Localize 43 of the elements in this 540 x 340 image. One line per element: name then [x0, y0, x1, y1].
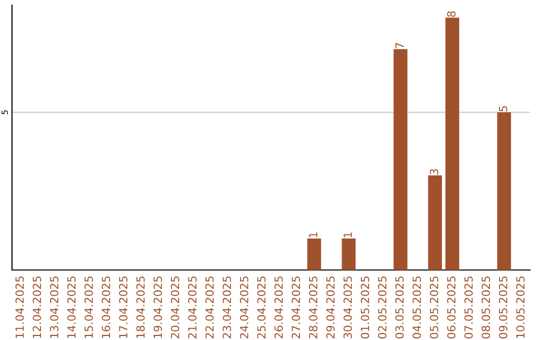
- x-tick-label: 10.05.2025: [516, 276, 525, 338]
- x-tick-label: 22.04.2025: [205, 276, 214, 338]
- x-tick-label: 09.05.2025: [498, 276, 508, 338]
- x-tick-label: 12.04.2025: [32, 276, 42, 338]
- bar: [497, 112, 512, 270]
- x-tick-label: 04.05.2025: [412, 276, 421, 338]
- x-tick-label: 20.04.2025: [170, 276, 180, 338]
- x-tick-label: 24.04.2025: [240, 276, 248, 338]
- data-label: 1: [344, 232, 352, 238]
- x-tick-label: 18.04.2025: [136, 276, 145, 338]
- ref-line-label: 5: [2, 110, 8, 114]
- x-tick-label: 27.04.2025: [292, 276, 300, 338]
- x-tick-label: 30.04.2025: [344, 276, 352, 338]
- x-tick-label: 01.05.2025: [360, 276, 370, 338]
- x-tick-label: 02.05.2025: [378, 276, 386, 338]
- x-tick-label: 08.05.2025: [482, 276, 490, 338]
- x-tick-label: 17.04.2025: [119, 276, 128, 338]
- bar: [428, 175, 442, 270]
- x-tick-label: 19.04.2025: [154, 276, 162, 338]
- x-tick-label: 05.05.2025: [430, 276, 438, 338]
- data-label: 5: [499, 106, 508, 112]
- x-tick-label: 14.04.2025: [67, 276, 76, 338]
- x-tick-label: 25.04.2025: [257, 276, 266, 338]
- bar: [445, 18, 460, 270]
- data-label: 7: [395, 43, 404, 48]
- x-tick-label: 28.04.2025: [308, 276, 318, 338]
- bar: [342, 238, 356, 270]
- x-tick-label: 06.05.2025: [447, 276, 456, 338]
- x-tick-label: 11.04.2025: [15, 276, 24, 338]
- data-label: 8: [447, 11, 456, 17]
- data-label: 1: [309, 232, 318, 238]
- x-tick-label: 13.04.2025: [50, 276, 58, 338]
- bar: [394, 49, 408, 270]
- bar: [307, 238, 322, 270]
- x-tick-label: 07.05.2025: [464, 276, 473, 338]
- x-tick-label: 16.04.2025: [102, 276, 110, 338]
- x-tick-label: 23.04.2025: [222, 276, 232, 338]
- data-label: 3: [430, 169, 438, 175]
- x-tick-label: 03.05.2025: [395, 276, 404, 338]
- x-tick-label: 21.04.2025: [188, 276, 197, 338]
- x-tick-label: 15.04.2025: [84, 276, 93, 338]
- x-tick-label: 26.04.2025: [274, 276, 283, 338]
- x-tick-label: 29.04.2025: [326, 276, 335, 338]
